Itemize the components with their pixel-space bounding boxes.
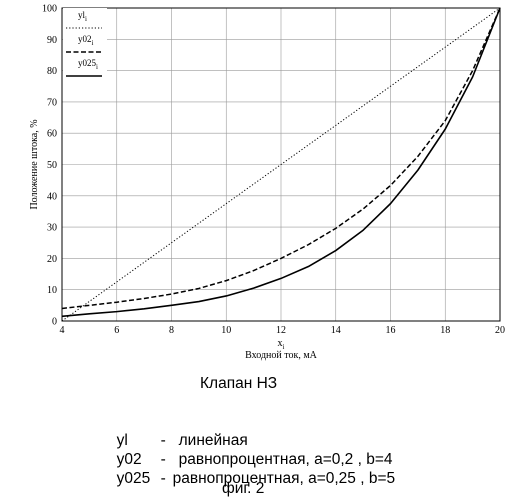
x-tick-label: 14 bbox=[331, 325, 341, 336]
y-tick-label: 30 bbox=[47, 223, 57, 234]
y-tick-label: 60 bbox=[47, 129, 57, 140]
y-tick-label: 100 bbox=[42, 4, 57, 15]
y-tick-label: 90 bbox=[47, 35, 57, 46]
y-tick-label: 20 bbox=[47, 254, 57, 265]
caption-legend-dash: - bbox=[161, 470, 173, 488]
y-tick-label: 0 bbox=[52, 317, 57, 328]
x-tick-label: 8 bbox=[169, 325, 174, 336]
x-tick-label: 20 bbox=[495, 325, 505, 336]
x-tick-label: 10 bbox=[221, 325, 231, 336]
y-axis-label: Положение штока, % bbox=[29, 119, 40, 209]
y-tick-label: 10 bbox=[47, 285, 57, 296]
x-tick-label: 4 bbox=[60, 325, 65, 336]
x-tick-label: 16 bbox=[386, 325, 396, 336]
caption-legend-text: равнопроцентная, a=0,25 , b=5 bbox=[173, 470, 396, 488]
chart-legend: yliy02iy025i bbox=[63, 8, 107, 82]
y-tick-label: 70 bbox=[47, 97, 57, 108]
x-tick-label: 18 bbox=[440, 325, 450, 336]
figure-number: фиг. 2 bbox=[222, 480, 264, 498]
x-tick-label: 12 bbox=[276, 325, 286, 336]
caption-legend-code: y025 bbox=[117, 470, 161, 488]
chart-caption-title: Клапан НЗ bbox=[200, 375, 277, 393]
line-chart: 4 6 8 10 12 14 16 18 20 0 10 20 30 40 50 60 70 80 90 100 yl… bbox=[0, 0, 509, 370]
y-tick-label: 40 bbox=[47, 191, 57, 202]
x-tick-label: 6 bbox=[114, 325, 119, 336]
y-tick-label: 50 bbox=[47, 160, 57, 171]
y-tick-label: 80 bbox=[47, 66, 57, 77]
x-axis-label: Входной ток, мА bbox=[245, 350, 318, 361]
